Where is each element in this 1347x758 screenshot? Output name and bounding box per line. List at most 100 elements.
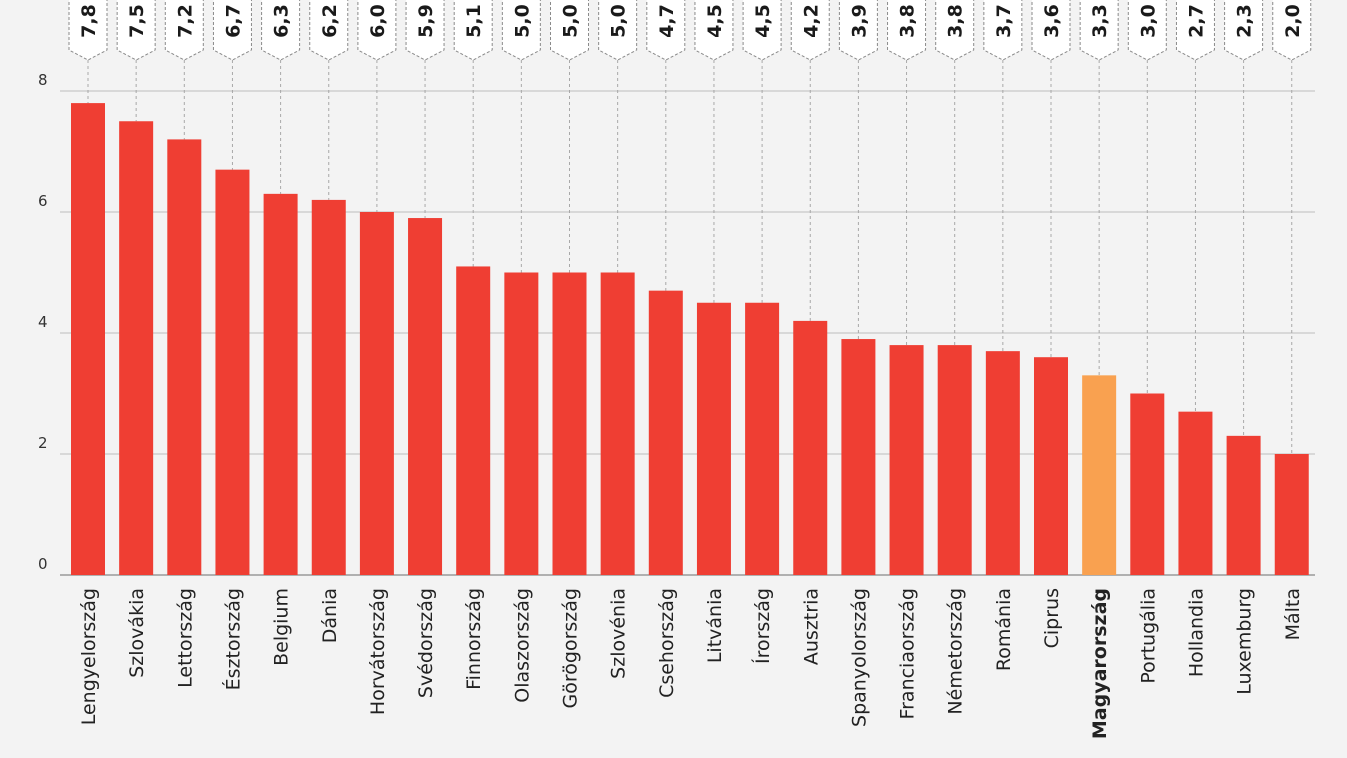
- bar: [263, 193, 298, 575]
- value-label-box: [935, 0, 975, 61]
- bar: [1130, 393, 1165, 575]
- category-label: Luxemburg: [1234, 588, 1256, 695]
- value-label-box: [453, 0, 493, 61]
- value-label-box: [68, 0, 108, 61]
- category-label: Szlovénia: [608, 588, 630, 679]
- value-label-box: [983, 0, 1023, 61]
- category-label: Görögország: [560, 588, 582, 708]
- category-label: Dánia: [319, 588, 341, 643]
- value-label: 3,8: [945, 4, 967, 38]
- category-label-highlight: Magyarország: [1089, 588, 1111, 739]
- value-label: 3,3: [1089, 4, 1111, 38]
- value-label: 5,0: [511, 4, 533, 38]
- value-label-box: [790, 0, 830, 61]
- value-label: 3,8: [897, 4, 919, 38]
- value-label-box: [742, 0, 782, 61]
- value-label-box: [838, 0, 878, 61]
- category-label: Svédország: [415, 588, 437, 698]
- value-label: 5,0: [560, 4, 582, 38]
- value-label-box: [1127, 0, 1167, 61]
- category-label: Románia: [993, 588, 1015, 671]
- category-label: Észtország: [221, 588, 244, 690]
- value-label: 3,6: [1041, 4, 1063, 38]
- value-label-box: [116, 0, 156, 61]
- value-label-box: [164, 0, 204, 61]
- category-label: Olaszország: [511, 588, 533, 703]
- bar: [71, 103, 105, 575]
- bar: [648, 290, 683, 575]
- value-label: 3,7: [993, 4, 1015, 38]
- value-label: 7,2: [174, 4, 196, 38]
- category-label: Ausztria: [800, 588, 822, 665]
- category-label: Finnország: [463, 588, 485, 690]
- category-label: Spanyolország: [848, 588, 870, 727]
- bar: [215, 169, 250, 575]
- category-label: Németország: [945, 588, 967, 715]
- value-label: 4,2: [800, 4, 822, 38]
- value-label: 7,5: [126, 4, 148, 38]
- category-label: Litvánia: [704, 588, 726, 663]
- value-label: 5,9: [415, 4, 437, 38]
- bar: [937, 345, 972, 575]
- category-label: Hollandia: [1185, 588, 1207, 677]
- value-label: 7,8: [78, 4, 100, 38]
- bar: [1082, 375, 1117, 575]
- value-label: 5,1: [463, 4, 485, 38]
- value-label-box: [405, 0, 445, 61]
- category-label: Szlovákia: [126, 588, 148, 678]
- value-label: 4,5: [704, 4, 726, 38]
- bar: [552, 272, 587, 575]
- bar: [1226, 435, 1261, 575]
- value-label: 2,3: [1234, 4, 1256, 38]
- bar: [696, 302, 731, 575]
- bar: [408, 218, 443, 576]
- bar: [889, 345, 924, 575]
- value-label: 4,5: [752, 4, 774, 38]
- value-label-box: [1175, 0, 1215, 61]
- value-label-box: [646, 0, 686, 61]
- bar: [456, 266, 491, 575]
- bar: [119, 121, 154, 575]
- y-tick-label: 0: [38, 555, 48, 573]
- value-label-box: [887, 0, 927, 61]
- value-label-box: [1272, 0, 1312, 61]
- bar: [1274, 454, 1309, 575]
- value-label: 5,0: [608, 4, 630, 38]
- bar: [359, 212, 394, 575]
- category-label: Lengyelország: [78, 588, 100, 725]
- category-label: Csehország: [656, 588, 678, 698]
- value-label-box: [550, 0, 589, 61]
- category-label: Franciaország: [897, 588, 919, 719]
- y-tick-label: 6: [38, 192, 48, 210]
- bar: [1178, 411, 1213, 575]
- y-tick-label: 4: [38, 313, 48, 331]
- category-label: Írország: [751, 588, 774, 664]
- value-label: 2,7: [1185, 4, 1207, 38]
- category-label: Belgium: [271, 588, 293, 666]
- category-label: Horvátország: [367, 588, 389, 715]
- value-label-box: [261, 0, 301, 61]
- value-label-box: [1079, 0, 1119, 61]
- category-label: Lettország: [174, 588, 196, 688]
- y-tick-label: 8: [38, 71, 48, 89]
- value-label-box: [694, 0, 734, 61]
- bar: [985, 351, 1020, 575]
- value-label: 4,7: [656, 4, 678, 38]
- bar: [167, 139, 202, 575]
- value-label: 6,0: [367, 4, 389, 38]
- value-label: 6,2: [319, 4, 341, 38]
- bar: [745, 302, 780, 575]
- value-label: 6,7: [222, 4, 244, 38]
- category-label: Ciprus: [1041, 588, 1063, 648]
- y-tick-label: 2: [38, 434, 48, 452]
- bar: [1034, 357, 1068, 575]
- value-label-box: [357, 0, 397, 61]
- value-label-box: [1031, 0, 1071, 61]
- bar: [841, 339, 876, 575]
- value-label-box: [212, 0, 252, 61]
- value-label: 3,9: [848, 4, 870, 38]
- value-label-box: [501, 0, 541, 61]
- value-label-box: [598, 0, 638, 61]
- value-label: 2,0: [1282, 4, 1304, 38]
